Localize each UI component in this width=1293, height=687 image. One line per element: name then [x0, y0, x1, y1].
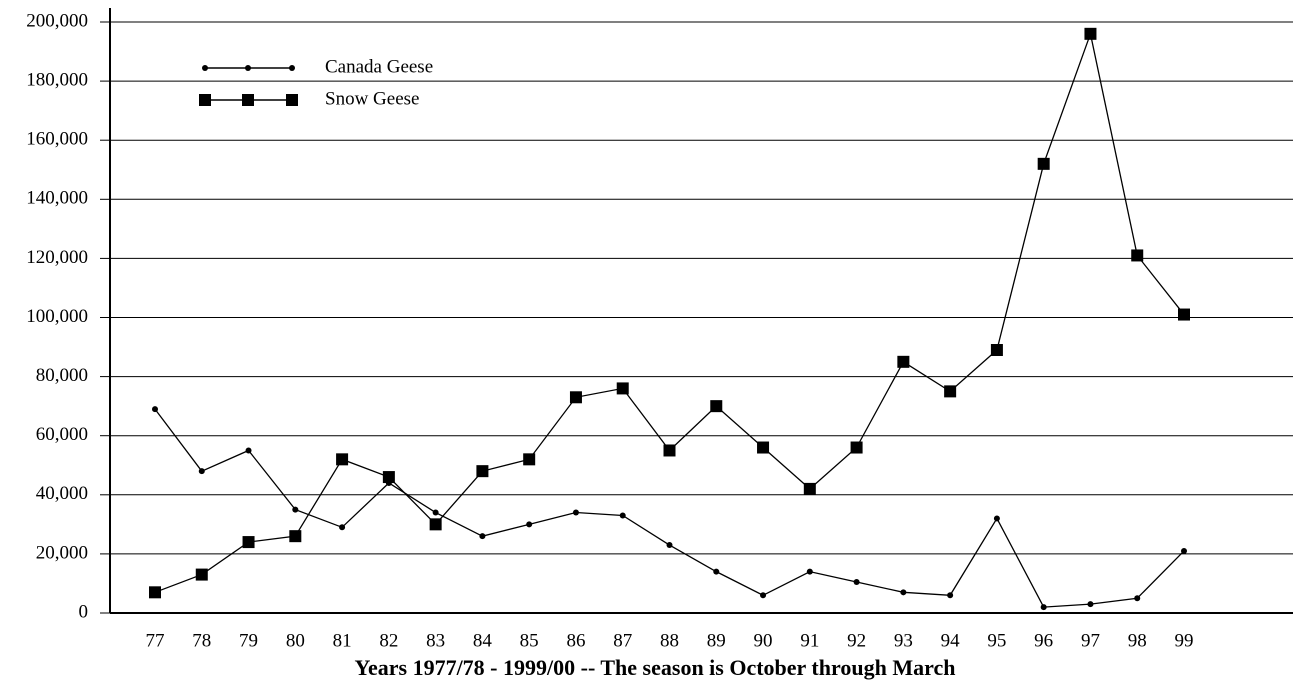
data-point: [430, 518, 442, 530]
x-tick-label: 85: [520, 630, 539, 651]
data-point: [476, 465, 488, 477]
chart: Years 1977/78 - 1999/00 -- The season is…: [0, 0, 1293, 687]
x-tick-label: 91: [800, 630, 819, 651]
data-point: [944, 385, 956, 397]
legend-marker: [245, 65, 251, 71]
y-tick-label: 40,000: [36, 483, 88, 504]
y-tick-label: 20,000: [36, 542, 88, 563]
x-tick-label: 81: [333, 630, 352, 651]
legend-marker: [289, 65, 295, 71]
x-tick-label: 80: [286, 630, 305, 651]
x-tick-label: 79: [239, 630, 258, 651]
x-tick-label: 78: [192, 630, 211, 651]
x-tick-label: 87: [613, 630, 632, 651]
x-tick-label: 84: [473, 630, 493, 651]
y-tick-label: 80,000: [36, 365, 88, 386]
data-point: [1178, 309, 1190, 321]
data-point: [667, 542, 673, 548]
y-tick-label: 200,000: [26, 10, 88, 31]
data-point: [289, 530, 301, 542]
y-tick-label: 120,000: [26, 247, 88, 268]
y-tick-label: 160,000: [26, 129, 88, 150]
data-point: [804, 483, 816, 495]
data-point: [149, 586, 161, 598]
x-tick-label: 98: [1128, 630, 1147, 651]
data-point: [336, 453, 348, 465]
data-point: [991, 344, 1003, 356]
data-point: [152, 406, 158, 412]
legend-marker: [286, 94, 298, 106]
data-point: [851, 442, 863, 454]
data-point: [664, 444, 676, 456]
data-point: [1181, 548, 1187, 554]
x-tick-label: 86: [566, 630, 585, 651]
x-tick-label: 95: [987, 630, 1006, 651]
data-point: [339, 524, 345, 530]
data-point: [620, 512, 626, 518]
x-tick-label: 93: [894, 630, 913, 651]
data-point: [199, 468, 205, 474]
legend-marker: [199, 94, 211, 106]
data-point: [1131, 249, 1143, 261]
data-point: [573, 510, 579, 516]
data-point: [994, 515, 1000, 521]
x-tick-label: 94: [941, 630, 961, 651]
legend-label: Canada Geese: [325, 56, 433, 77]
x-tick-label: 77: [146, 630, 165, 651]
data-point: [710, 400, 722, 412]
data-point: [570, 391, 582, 403]
x-tick-label: 82: [379, 630, 398, 651]
data-point: [523, 453, 535, 465]
data-point: [1084, 28, 1096, 40]
x-tick-label: 99: [1175, 630, 1194, 651]
x-tick-label: 88: [660, 630, 679, 651]
legend-marker: [242, 94, 254, 106]
x-tick-label: 89: [707, 630, 726, 651]
y-tick-label: 140,000: [26, 188, 88, 209]
data-point: [713, 569, 719, 575]
data-point: [383, 471, 395, 483]
y-tick-label: 60,000: [36, 424, 88, 445]
data-point: [526, 521, 532, 527]
data-point: [433, 510, 439, 516]
data-point: [1134, 595, 1140, 601]
x-tick-label: 83: [426, 630, 445, 651]
y-tick-label: 0: [79, 601, 89, 622]
y-tick-label: 180,000: [26, 69, 88, 90]
data-point: [617, 382, 629, 394]
x-tick-label: 97: [1081, 630, 1100, 651]
x-tick-label: 92: [847, 630, 866, 651]
data-point: [196, 569, 208, 581]
x-tick-label: 90: [754, 630, 773, 651]
data-point: [897, 356, 909, 368]
data-point: [1087, 601, 1093, 607]
data-point: [807, 569, 813, 575]
data-point: [479, 533, 485, 539]
y-tick-label: 100,000: [26, 306, 88, 327]
data-point: [757, 442, 769, 454]
x-tick-label: 96: [1034, 630, 1053, 651]
data-point: [246, 447, 252, 453]
data-point: [854, 579, 860, 585]
data-point: [760, 592, 766, 598]
data-point: [292, 507, 298, 513]
series-line: [155, 34, 1184, 592]
legend-marker: [202, 65, 208, 71]
data-point: [243, 536, 255, 548]
data-point: [900, 589, 906, 595]
data-point: [947, 592, 953, 598]
series-line: [155, 409, 1184, 607]
legend-label: Snow Geese: [325, 88, 419, 109]
x-axis-label: Years 1977/78 - 1999/00 -- The season is…: [355, 655, 956, 680]
data-point: [1038, 158, 1050, 170]
data-point: [1041, 604, 1047, 610]
